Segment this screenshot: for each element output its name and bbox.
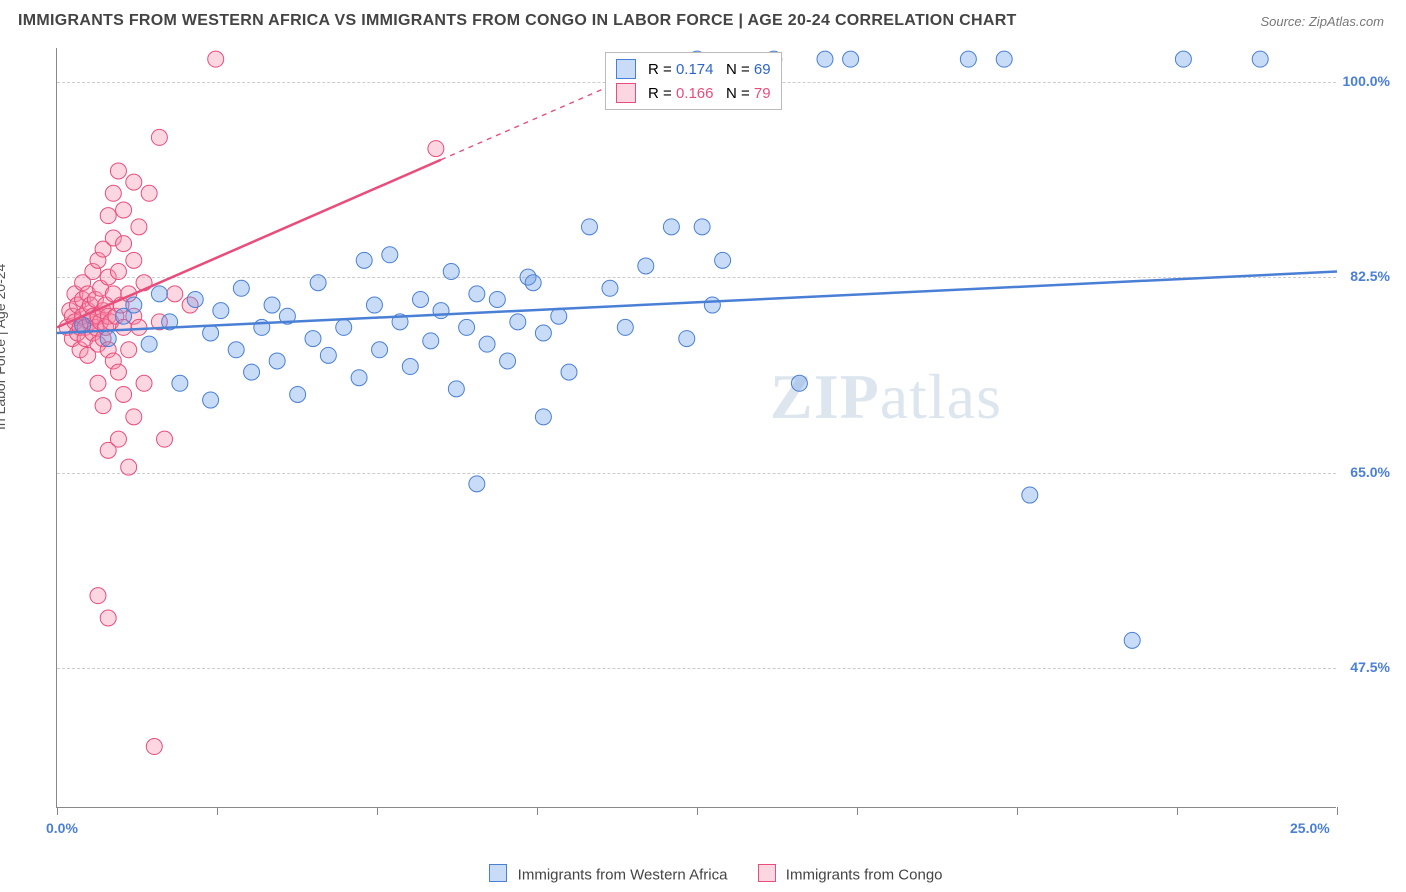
r-value-blue: 0.174	[676, 61, 714, 78]
y-tick-label: 65.0%	[1350, 464, 1390, 480]
y-axis-labels: 47.5% 65.0% 82.5% 100.0%	[1330, 48, 1390, 808]
trend-lines	[57, 48, 1337, 808]
blue-swatch-icon	[489, 864, 507, 882]
n-label: N =	[713, 85, 753, 102]
r-label: R =	[648, 85, 676, 102]
legend-label-blue: Immigrants from Western Africa	[518, 867, 728, 884]
n-value-blue: 69	[754, 61, 771, 78]
blue-swatch-icon	[616, 59, 636, 79]
source-label: Source: ZipAtlas.com	[1260, 14, 1384, 29]
pink-swatch-icon	[616, 83, 636, 103]
legend-label-pink: Immigrants from Congo	[786, 867, 943, 884]
n-label: N =	[713, 61, 753, 78]
y-tick-label: 47.5%	[1350, 659, 1390, 675]
correlation-legend: R = 0.174 N = 69 R = 0.166 N = 79	[605, 52, 782, 110]
legend-bottom: Immigrants from Western Africa Immigrant…	[0, 864, 1406, 884]
pink-swatch-icon	[758, 864, 776, 882]
y-tick-label: 82.5%	[1350, 268, 1390, 284]
correlation-row-blue: R = 0.174 N = 69	[616, 57, 771, 81]
plot-area	[56, 48, 1336, 808]
chart-title: IMMIGRANTS FROM WESTERN AFRICA VS IMMIGR…	[18, 12, 1017, 30]
r-label: R =	[648, 61, 676, 78]
y-axis-title: In Labor Force | Age 20-24	[0, 264, 8, 430]
n-value-pink: 79	[754, 85, 771, 102]
r-value-pink: 0.166	[676, 85, 714, 102]
y-tick-label: 100.0%	[1343, 73, 1390, 89]
x-tick-label: 0.0%	[46, 820, 78, 836]
x-tick-label: 25.0%	[1290, 820, 1330, 836]
correlation-row-pink: R = 0.166 N = 79	[616, 81, 771, 105]
